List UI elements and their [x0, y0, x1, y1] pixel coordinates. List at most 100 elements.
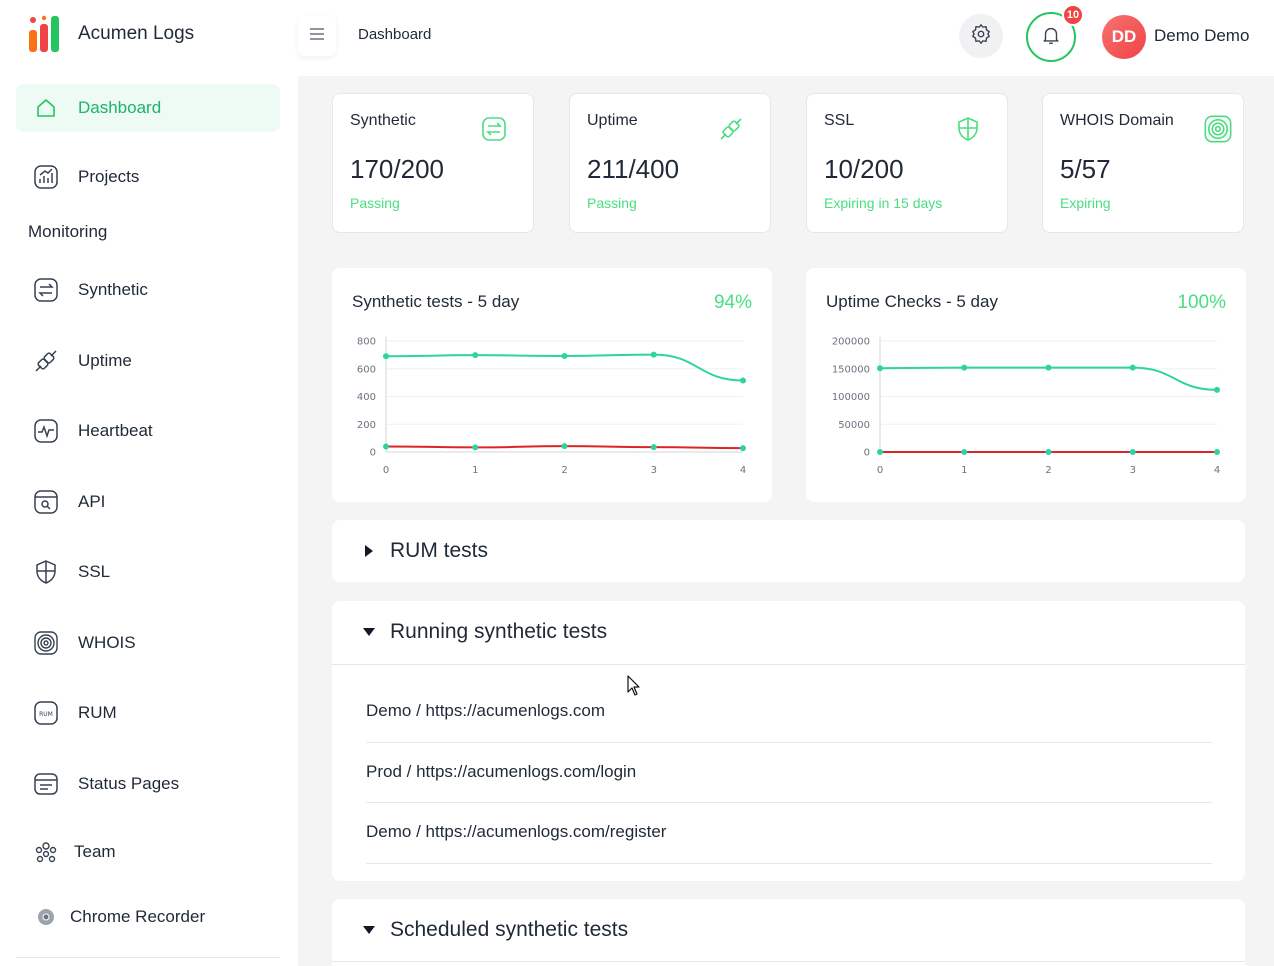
y-tick-label: 50000 [838, 420, 870, 431]
running-test-row[interactable]: Demo / https://acumenlogs.com [366, 701, 606, 720]
stat-label: Synthetic [350, 112, 416, 129]
top-header: Dashboard 10 DD Demo Demo [298, 0, 1274, 76]
sidebar-item-api[interactable]: API [16, 478, 280, 526]
data-point [1129, 449, 1136, 455]
sidebar-item-whois[interactable]: WHOIS [16, 619, 280, 667]
caret-right-icon [362, 544, 376, 558]
svg-text:RUM: RUM [39, 711, 53, 718]
chart-icon [32, 163, 60, 191]
data-point [877, 449, 883, 455]
breadcrumb: Dashboard [358, 26, 432, 43]
data-point [740, 377, 746, 384]
accordion-divider [332, 664, 1245, 665]
avatar[interactable]: DD [1102, 15, 1146, 59]
x-tick-label: 2 [561, 465, 567, 476]
sidebar-item-label: Chrome Recorder [70, 907, 206, 926]
data-point [1214, 449, 1220, 455]
data-point [383, 443, 389, 450]
data-point [1129, 364, 1136, 371]
stat-value: 10/200 [824, 154, 904, 184]
data-point [877, 365, 883, 372]
settings-button[interactable] [959, 14, 1003, 58]
scheduled-tests-toggle[interactable]: Scheduled synthetic tests [332, 899, 1245, 961]
stat-card-synthetic[interactable]: Synthetic 170/200 Passing [332, 93, 534, 233]
rum-tests-toggle[interactable]: RUM tests [332, 520, 1245, 582]
x-tick-label: 1 [961, 465, 967, 476]
pulse-icon [32, 417, 60, 445]
y-tick-label: 150000 [832, 364, 870, 375]
shield-icon [953, 114, 983, 144]
row-divider [366, 802, 1212, 803]
bell-icon [1040, 24, 1062, 51]
stat-card-ssl[interactable]: SSL 10/200 Expiring in 15 days [806, 93, 1008, 233]
rum-icon: RUM [32, 699, 60, 727]
chart-title: Uptime Checks - 5 day [826, 292, 998, 311]
sidebar-item-heartbeat[interactable]: Heartbeat [16, 407, 280, 455]
sidebar-item-uptime[interactable]: Uptime [16, 337, 280, 385]
x-tick-label: 4 [1214, 465, 1220, 476]
sidebar-item-label: API [78, 492, 106, 511]
sidebar-item-synthetic[interactable]: Synthetic [16, 266, 280, 314]
uptime-line-chart: 0 50000 100000 150000 200000 0 1 2 3 4 [832, 337, 1220, 477]
stat-card-whois[interactable]: WHOIS Domain 5/57 Expiring [1042, 93, 1244, 233]
running-tests-toggle[interactable]: Running synthetic tests [332, 601, 1245, 663]
running-test-row[interactable]: Demo / https://acumenlogs.com/register [366, 822, 667, 841]
data-point [383, 353, 389, 360]
sidebar-item-label: Projects [78, 167, 140, 186]
team-icon [32, 838, 60, 866]
sidebar-item-label: WHOIS [78, 633, 136, 652]
running-tests-accordion: Running synthetic tests Demo / https://a… [332, 601, 1245, 881]
radar-icon [32, 629, 60, 657]
y-tick-label: 200 [357, 420, 376, 431]
mouse-cursor-icon [627, 675, 641, 702]
stat-label: Uptime [587, 112, 638, 129]
stat-label: SSL [824, 112, 855, 129]
sidebar-item-label: Team [74, 842, 116, 861]
data-point [472, 444, 479, 451]
y-tick-label: 800 [357, 337, 376, 348]
sidebar-item-status-pages[interactable]: Status Pages [16, 760, 280, 808]
y-tick-label: 200000 [832, 337, 870, 348]
sidebar-item-dashboard[interactable]: Dashboard [16, 84, 280, 132]
shield-icon [32, 558, 60, 586]
brand[interactable]: Acumen Logs [28, 14, 194, 54]
running-test-row[interactable]: Prod / https://acumenlogs.com/login [366, 762, 637, 781]
brand-name: Acumen Logs [78, 23, 195, 44]
x-tick-label: 0 [877, 465, 883, 476]
stat-subtext: Passing [350, 195, 400, 211]
data-point [1214, 386, 1220, 393]
stat-subtext: Expiring in 15 days [824, 195, 943, 211]
hamburger-icon [309, 27, 325, 46]
sidebar-item-team[interactable]: Team [16, 828, 280, 876]
x-tick-label: 3 [651, 465, 657, 476]
data-point [561, 443, 568, 450]
row-divider [366, 863, 1212, 864]
stat-value: 5/57 [1060, 154, 1111, 184]
caret-down-icon [362, 625, 376, 639]
y-tick-label: 100000 [832, 392, 870, 403]
y-tick-label: 400 [357, 392, 376, 403]
sidebar-item-ssl[interactable]: SSL [16, 548, 280, 596]
chart-title: Synthetic tests - 5 day [352, 292, 520, 311]
data-point [1045, 364, 1052, 371]
accordion-divider [332, 961, 1245, 962]
data-point [650, 351, 657, 358]
sidebar-item-rum[interactable]: RUM RUM [16, 689, 280, 737]
menu-toggle-button[interactable] [298, 16, 336, 56]
data-point [472, 352, 479, 359]
data-point [740, 445, 746, 452]
gear-icon [970, 23, 992, 50]
sidebar: Acumen Logs Dashboard Projects Monitorin… [0, 0, 298, 966]
y-tick-label: 0 [370, 448, 376, 459]
sidebar-item-label: Uptime [78, 351, 132, 370]
sidebar-item-label: RUM [78, 703, 117, 722]
data-point [961, 449, 968, 455]
user-name[interactable]: Demo Demo [1154, 26, 1250, 45]
sidebar-item-chrome-recorder[interactable]: Chrome Recorder [16, 893, 280, 941]
stat-label: WHOIS Domain [1060, 112, 1174, 129]
x-tick-label: 0 [383, 465, 389, 476]
stat-card-uptime[interactable]: Uptime 211/400 Passing [569, 93, 771, 233]
radar-icon [1203, 114, 1233, 144]
sidebar-item-projects[interactable]: Projects [16, 153, 280, 201]
chart-percent: 94% [713, 292, 752, 313]
